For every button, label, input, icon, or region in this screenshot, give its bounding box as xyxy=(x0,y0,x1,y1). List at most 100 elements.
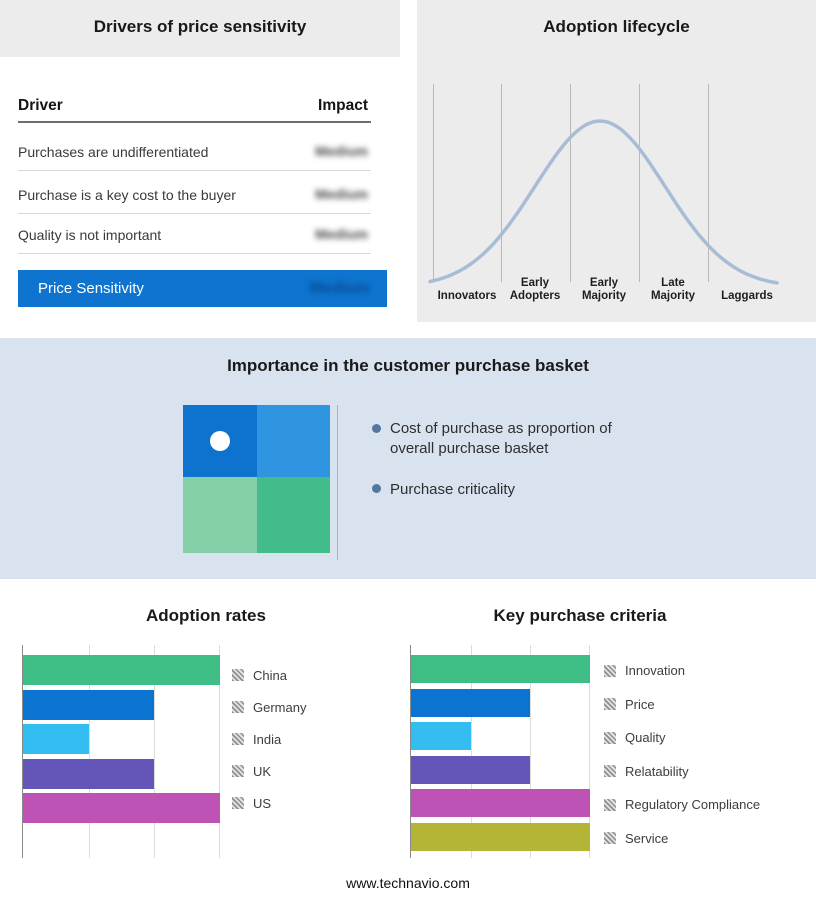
legend-label: Regulatory Compliance xyxy=(625,797,761,813)
stage-divider-line xyxy=(570,84,571,282)
legend-swatch-icon xyxy=(604,765,616,778)
legend-item-us: US xyxy=(232,787,306,819)
legend-label: Relatability xyxy=(625,763,689,779)
bar-india xyxy=(23,724,89,754)
price-sensitivity-label: Price Sensitivity xyxy=(38,280,144,297)
legend-label: China xyxy=(253,667,287,683)
gridline xyxy=(154,645,156,858)
bar-service xyxy=(411,822,590,851)
bar-china xyxy=(23,655,220,685)
legend-label: India xyxy=(253,731,282,747)
quadrant-cell-bottom-right xyxy=(257,477,330,553)
row-separator xyxy=(18,170,371,171)
bar-price xyxy=(411,688,531,717)
bullet-text-cost: Cost of purchase as proportion of overal… xyxy=(390,420,612,457)
legend-label: Service xyxy=(625,830,669,846)
legend-label: Price xyxy=(625,696,655,712)
legend-label: Germany xyxy=(253,699,307,715)
adoption-rates-legend: China Germany India UK US xyxy=(232,659,306,819)
stage-label-early-majority: Early Majority xyxy=(581,277,627,302)
stage-label-innovators: Innovators xyxy=(437,290,497,302)
lifecycle-panel-bg xyxy=(417,0,816,322)
legend-swatch-icon xyxy=(604,664,616,677)
legend-item-quality: Quality xyxy=(604,721,760,755)
legend-swatch-icon xyxy=(604,832,616,845)
legend-item-germany: Germany xyxy=(232,691,306,723)
drivers-title-band xyxy=(0,0,400,57)
adoption-rates-chart xyxy=(22,645,220,858)
stage-divider-line xyxy=(433,84,434,282)
quadrant-axis-line xyxy=(337,405,338,560)
price-sensitivity-impact: Medium xyxy=(309,279,370,297)
bar-relatability xyxy=(411,755,531,784)
bar-us xyxy=(23,793,220,823)
legend-label: UK xyxy=(253,763,272,779)
stage-label-laggards: Laggards xyxy=(721,290,773,302)
key-purchase-criteria-legend: Innovation Price Quality Relatability Regula… xyxy=(604,654,760,855)
bar-regulatory-compliance xyxy=(411,789,590,817)
quadrant-cell-bottom-left xyxy=(183,477,257,553)
legend-swatch-icon xyxy=(232,669,244,681)
row-separator xyxy=(18,253,371,254)
row-separator xyxy=(18,213,371,214)
legend-item-price: Price xyxy=(604,688,760,722)
lifecycle-title: Adoption lifecycle xyxy=(543,17,690,36)
driver-row-impact: Medium xyxy=(315,186,368,202)
legend-item-innovation: Innovation xyxy=(604,654,760,688)
purchase-basket-quadrant xyxy=(183,405,330,553)
bullet-text-criticality: Purchase criticality xyxy=(390,481,516,498)
legend-label: Quality xyxy=(625,730,666,746)
bar-uk xyxy=(23,758,155,789)
legend-item-india: India xyxy=(232,723,306,755)
bullet-icon xyxy=(372,484,381,493)
bar-innovation xyxy=(411,655,590,683)
legend-swatch-icon xyxy=(604,731,616,744)
driver-row-impact: Medium xyxy=(315,226,368,242)
impact-column-header: Impact xyxy=(318,97,368,114)
key-purchase-criteria-chart xyxy=(410,645,590,858)
price-sensitivity-bar: Price Sensitivity Medium xyxy=(18,270,387,307)
legend-item-uk: UK xyxy=(232,755,306,787)
key-purchase-criteria-title: Key purchase criteria xyxy=(493,606,667,625)
driver-row-label: Quality is not important xyxy=(18,227,162,243)
driver-row-impact: Medium xyxy=(315,143,368,159)
legend-swatch-icon xyxy=(232,733,244,745)
position-marker-dot xyxy=(210,431,230,451)
quadrant-cell-top-right xyxy=(257,405,330,477)
header-underline xyxy=(18,121,371,123)
basket-band-bg xyxy=(0,338,816,579)
legend-swatch-icon xyxy=(232,701,244,713)
driver-row-label: Purchase is a key cost to the buyer xyxy=(18,187,236,203)
legend-swatch-icon xyxy=(604,698,616,711)
legend-swatch-icon xyxy=(232,765,244,777)
footer-link[interactable]: www.technavio.com xyxy=(346,875,470,891)
driver-column-header: Driver xyxy=(18,97,63,114)
legend-item-service: Service xyxy=(604,822,760,856)
stage-divider-line xyxy=(708,84,709,282)
bar-germany xyxy=(23,689,155,720)
bell-curve-line xyxy=(428,119,779,285)
legend-item-regulatory-compliance: Regulatory Compliance xyxy=(604,788,760,822)
stage-divider-line xyxy=(501,84,502,282)
legend-swatch-icon xyxy=(604,798,616,811)
bullet-icon xyxy=(372,424,381,433)
legend-label: Innovation xyxy=(625,663,685,679)
gridline xyxy=(88,645,90,858)
stage-label-late-majority: Late Majority xyxy=(650,277,696,302)
gridline xyxy=(219,645,220,858)
legend-swatch-icon xyxy=(232,797,244,809)
stage-label-early-adopters: Early Adopters xyxy=(509,277,561,302)
gridline xyxy=(589,645,590,858)
lifecycle-curve xyxy=(428,119,779,285)
adoption-rates-title: Adoption rates xyxy=(146,606,266,625)
quadrant-cell-top-left xyxy=(183,405,257,477)
legend-item-relatability: Relatability xyxy=(604,755,760,789)
driver-row-label: Purchases are undifferentiated xyxy=(18,144,209,160)
bar-quality xyxy=(411,722,471,750)
stage-divider-line xyxy=(639,84,640,282)
legend-item-china: China xyxy=(232,659,306,691)
drivers-title: Drivers of price sensitivity xyxy=(93,17,307,36)
legend-label: US xyxy=(253,795,272,811)
basket-title: Importance in the customer purchase bask… xyxy=(227,356,589,375)
